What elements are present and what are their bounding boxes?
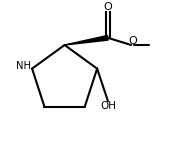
Text: O: O [128, 36, 137, 46]
Text: OH: OH [100, 101, 116, 111]
Text: NH: NH [16, 61, 31, 71]
Text: O: O [103, 2, 112, 12]
Polygon shape [65, 35, 108, 45]
